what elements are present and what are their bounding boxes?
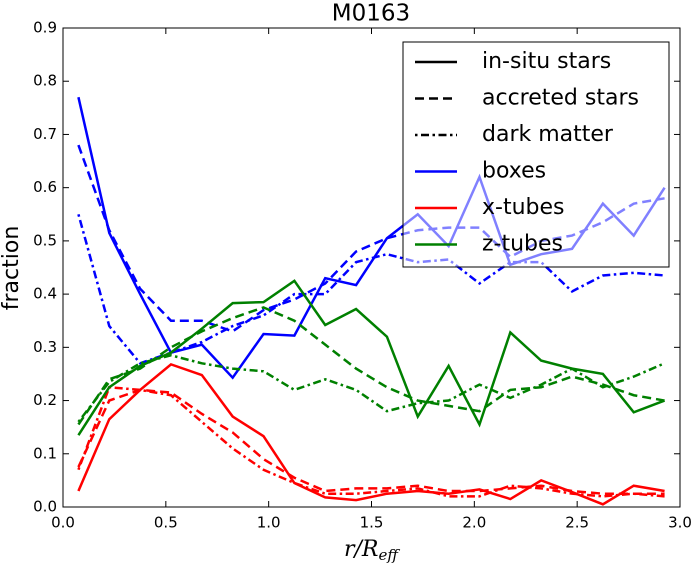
series-line (77, 213, 665, 365)
x-tick-label: 2.0 (462, 514, 486, 532)
legend-box (402, 41, 670, 268)
legend-label: in-situ stars (482, 49, 611, 74)
x-tick-label: 0.5 (154, 514, 178, 532)
y-axis-label: fraction (0, 226, 24, 311)
x-axis-label-main: r/R (344, 537, 379, 562)
legend-label: boxes (482, 159, 546, 184)
x-tick-label: 1.0 (257, 514, 281, 532)
legend-label: dark matter (482, 122, 614, 147)
x-axis-label-sub: eff (378, 546, 400, 564)
y-tick-label: 0.0 (33, 498, 57, 516)
chart-title: M0163 (332, 1, 410, 27)
legend-label: x-tubes (482, 195, 565, 220)
series-line (77, 362, 665, 506)
series-line (77, 388, 665, 495)
x-tick-label: 1.5 (360, 514, 384, 532)
series-line (77, 306, 665, 426)
y-tick-label: 0.5 (33, 231, 57, 249)
y-tick-label: 0.9 (33, 19, 57, 37)
y-tick-label: 0.4 (33, 285, 57, 303)
y-tick-label: 0.1 (33, 444, 57, 462)
x-tick-label: 2.5 (565, 514, 589, 532)
series-line (77, 354, 666, 423)
y-tick-label: 0.8 (33, 72, 57, 90)
x-tick-label: 3.0 (668, 514, 692, 532)
series-line (77, 279, 666, 436)
legend-label: accreted stars (482, 86, 639, 111)
y-tick-label: 0.7 (33, 125, 57, 143)
x-axis-label: r/Reff (344, 537, 400, 564)
legend-label: z-tubes (482, 232, 563, 257)
series-line (77, 385, 665, 498)
plot-frame (62, 27, 681, 508)
y-tick-label: 0.2 (33, 391, 57, 409)
y-tick-label: 0.6 (33, 178, 57, 196)
y-tick-label: 0.3 (33, 338, 57, 356)
x-tick-label: 0.0 (51, 514, 75, 532)
